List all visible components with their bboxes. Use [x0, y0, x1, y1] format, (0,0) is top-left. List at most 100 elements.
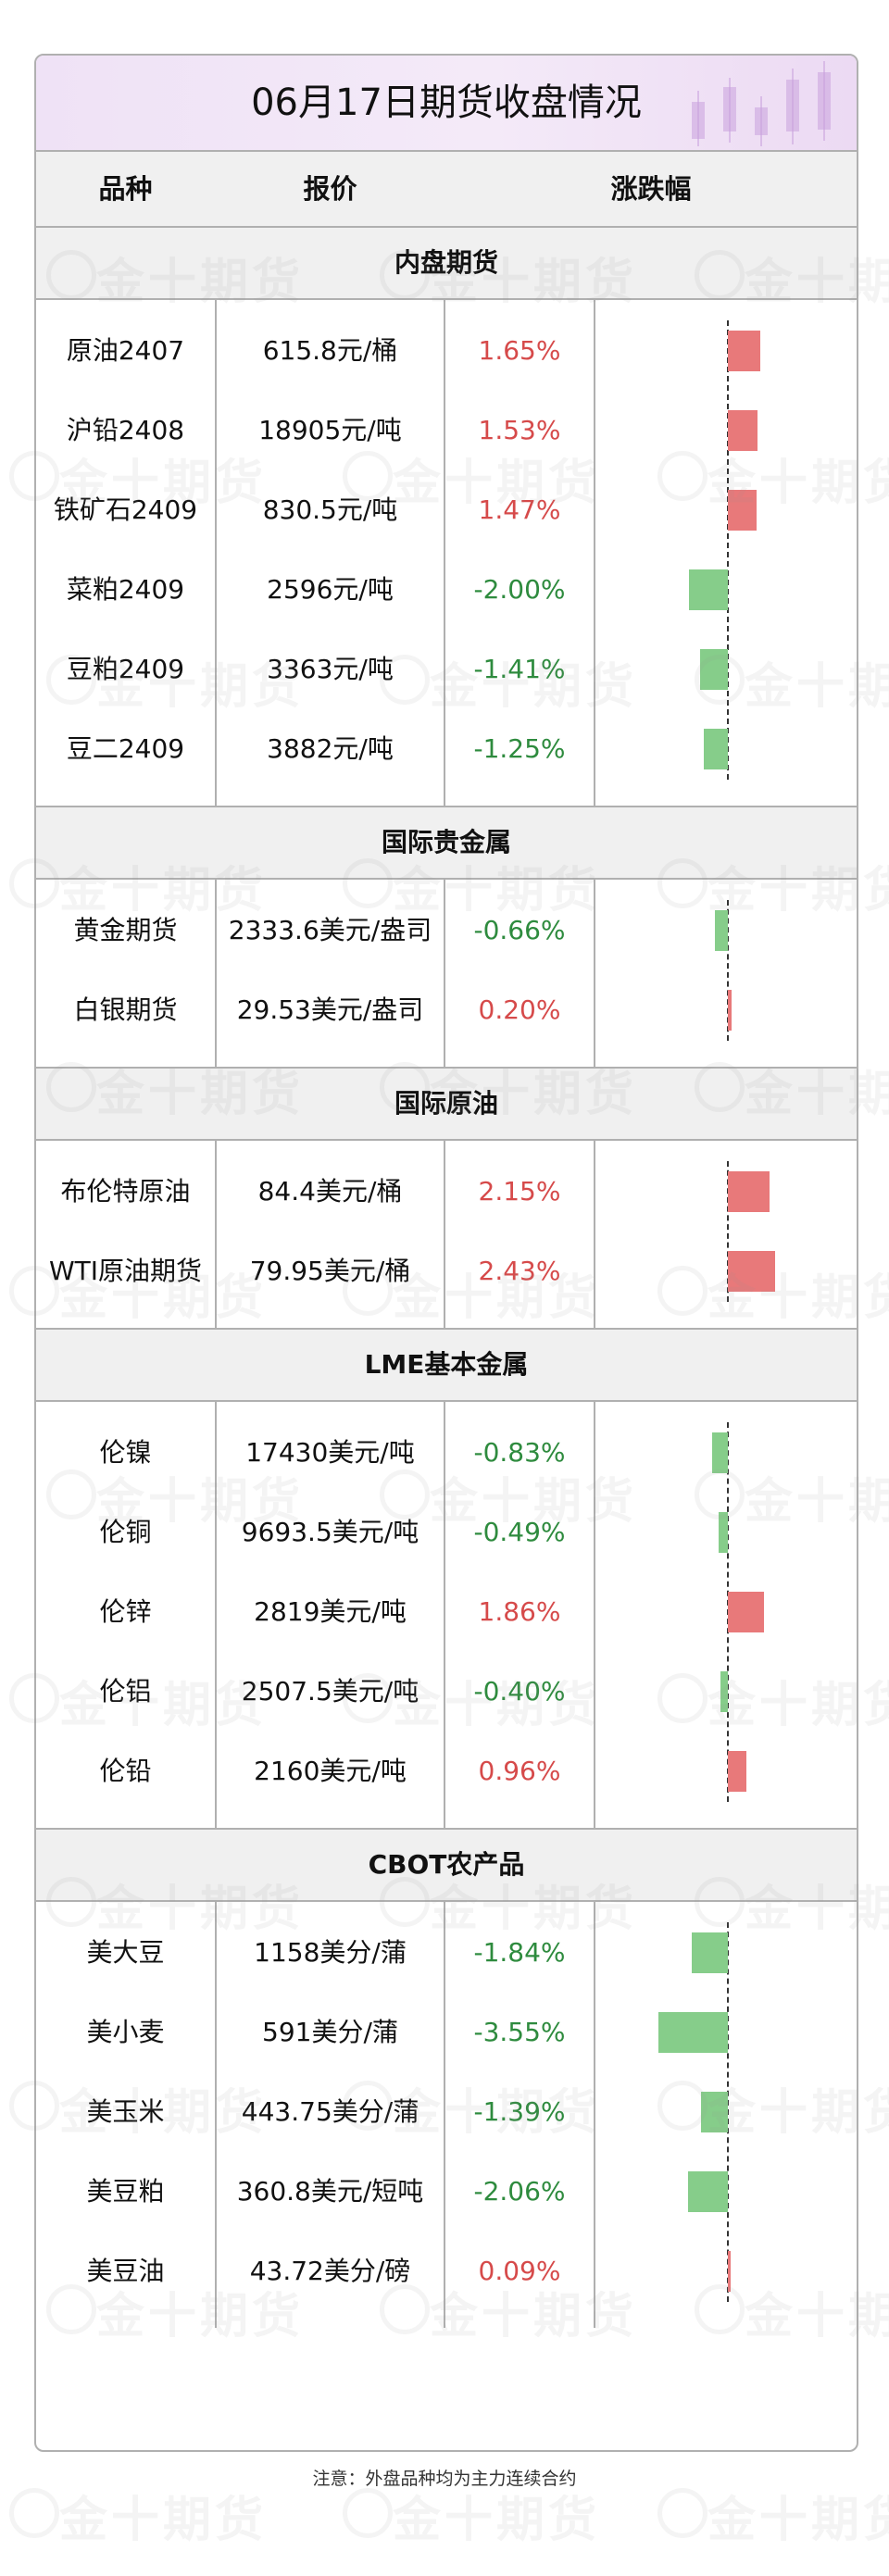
variety-name: 伦铅 [99, 1756, 152, 1786]
header-change: 涨跌幅 [610, 173, 692, 205]
column-divider [444, 300, 445, 806]
variety-name: WTI原油期货 [48, 1256, 203, 1286]
change-bar [718, 1512, 728, 1553]
change-bar [728, 490, 757, 531]
column-divider [215, 1141, 217, 1328]
change-bar [728, 410, 758, 451]
watermark-text: 金十期货 [59, 2493, 268, 2548]
change-bar [728, 1251, 776, 1292]
table-row: 菜粕2409 2596元/吨 -2.00% [36, 550, 857, 630]
section-header: 国际贵金属 [36, 806, 857, 880]
change-percent: -1.25% [473, 733, 566, 764]
change-bar [728, 1751, 747, 1792]
table-row: WTI原油期货 79.95美元/桶 2.43% [36, 1232, 857, 1311]
price-value: 79.95美元/桶 [249, 1256, 411, 1286]
price-value: 29.53美元/盎司 [236, 994, 424, 1025]
title-bar: 06月17日期货收盘情况 [36, 56, 857, 152]
price-value: 17430美元/吨 [245, 1437, 415, 1468]
change-percent: -0.40% [473, 1676, 566, 1707]
change-bar [703, 729, 728, 769]
change-bar [692, 1932, 728, 1973]
price-value: 18905元/吨 [258, 415, 402, 445]
table-row: 黄金期货 2333.6美元/盎司 -0.66% [36, 891, 857, 970]
variety-name: 伦锌 [99, 1596, 152, 1627]
change-bar [728, 990, 732, 1031]
change-bar [700, 2092, 728, 2132]
change-percent: -0.49% [473, 1517, 566, 1547]
zero-axis-line [727, 1161, 729, 1302]
watermark-logo-icon [343, 2488, 393, 2538]
column-divider [215, 1902, 217, 2328]
price-value: 1158美分/蒲 [254, 1937, 407, 1968]
column-divider [444, 880, 445, 1067]
section-header: 国际原油 [36, 1067, 857, 1141]
variety-name: 美大豆 [86, 1937, 165, 1968]
watermark-text: 金十期货 [393, 2493, 601, 2548]
change-percent: -2.00% [473, 574, 566, 605]
table-row: 美豆油 43.72美分/磅 0.09% [36, 2232, 857, 2311]
watermark-logo-icon [9, 2488, 59, 2538]
variety-name: 伦铝 [99, 1676, 152, 1707]
change-percent: -1.84% [473, 1937, 566, 1968]
change-percent: 0.96% [478, 1756, 561, 1786]
change-bar [700, 649, 728, 690]
variety-name: 美豆油 [86, 2256, 165, 2286]
candlestick-decoration-icon [671, 56, 857, 150]
price-value: 443.75美分/蒲 [241, 2096, 419, 2127]
table-row: 美玉米 443.75美分/蒲 -1.39% [36, 2072, 857, 2152]
variety-name: 菜粕2409 [66, 574, 185, 605]
variety-name: 黄金期货 [73, 915, 178, 945]
change-percent: -1.39% [473, 2096, 566, 2127]
header-variety: 品种 [98, 173, 153, 205]
variety-name: 伦铜 [99, 1517, 152, 1547]
variety-name: 豆二2409 [66, 733, 185, 764]
table-row: 美小麦 591美分/蒲 -3.55% [36, 1993, 857, 2072]
variety-name: 白银期货 [73, 994, 178, 1025]
price-value: 84.4美元/桶 [257, 1176, 403, 1207]
price-value: 2507.5美元/吨 [241, 1676, 419, 1707]
column-divider [594, 880, 595, 1067]
table-header: 品种 报价 涨跌幅 [36, 152, 857, 228]
column-divider [444, 1141, 445, 1328]
price-value: 2333.6美元/盎司 [228, 915, 432, 945]
column-divider [215, 1402, 217, 1828]
price-value: 360.8美元/短吨 [236, 2176, 424, 2207]
variety-name: 美小麦 [86, 2017, 165, 2047]
change-percent: -3.55% [473, 2017, 566, 2047]
price-value: 2160美元/吨 [254, 1756, 407, 1786]
column-divider [215, 880, 217, 1067]
change-percent: 1.53% [478, 415, 561, 445]
watermark-logo-icon [657, 2488, 707, 2538]
change-bar [715, 910, 728, 951]
zero-axis-line [727, 1922, 729, 2302]
column-divider [444, 1902, 445, 2328]
change-bar [728, 2251, 731, 2292]
change-percent: -0.66% [473, 915, 566, 945]
watermark-text: 金十期货 [707, 2493, 889, 2548]
column-divider [444, 1402, 445, 1828]
change-bar [728, 331, 760, 371]
price-value: 591美分/蒲 [262, 2017, 398, 2047]
column-divider [594, 1902, 595, 2328]
footnote: 注意：外盘品种均为主力连续合约 [312, 2469, 577, 2489]
futures-table-card: 06月17日期货收盘情况 品种 报价 涨跌幅 内盘期货 原油2407 615.8元/… [34, 54, 858, 2452]
table-row: 豆二2409 3882元/吨 -1.25% [36, 709, 857, 789]
zero-axis-line [727, 900, 729, 1041]
change-percent: 1.86% [478, 1596, 561, 1627]
section-header: LME基本金属 [36, 1328, 857, 1402]
price-value: 3363元/吨 [267, 654, 394, 684]
table-row: 伦镍 17430美元/吨 -0.83% [36, 1413, 857, 1493]
price-value: 43.72美分/磅 [249, 2256, 411, 2286]
table-row: 布伦特原油 84.4美元/桶 2.15% [36, 1152, 857, 1232]
variety-name: 豆粕2409 [66, 654, 185, 684]
price-value: 2596元/吨 [267, 574, 394, 605]
variety-name: 原油2407 [66, 335, 185, 366]
table-row: 豆粕2409 3363元/吨 -1.41% [36, 630, 857, 709]
change-bar [720, 1671, 728, 1712]
table-row: 沪铅2408 18905元/吨 1.53% [36, 391, 857, 470]
change-percent: 0.09% [478, 2256, 561, 2286]
table-row: 原油2407 615.8元/桶 1.65% [36, 311, 857, 391]
change-bar [689, 569, 728, 610]
zero-axis-line [727, 320, 729, 780]
price-value: 3882元/吨 [267, 733, 394, 764]
